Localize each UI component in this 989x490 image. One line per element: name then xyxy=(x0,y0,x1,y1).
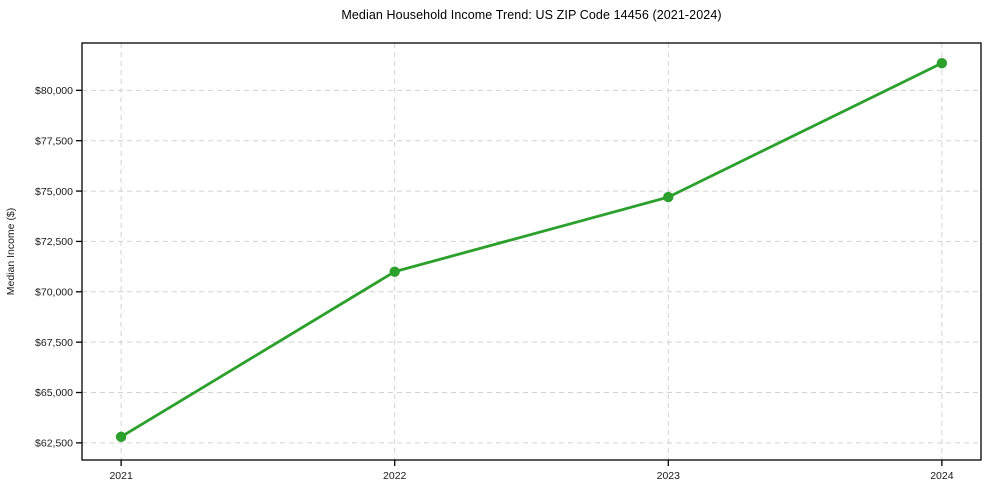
trend-line xyxy=(119,61,944,439)
data-point-2021 xyxy=(115,431,127,443)
y-tick-label: $62,500 xyxy=(35,438,73,450)
y-tick-label: $75,000 xyxy=(35,186,73,198)
y-tick-label: $80,000 xyxy=(35,85,73,97)
y-tick-label: $72,500 xyxy=(35,236,73,248)
x-tick-label: 2022 xyxy=(383,470,407,482)
data-point-2024 xyxy=(936,57,948,69)
y-axis-label: Median Income ($) xyxy=(5,208,17,296)
plot-border xyxy=(81,42,982,461)
y-tick-label: $70,000 xyxy=(35,286,73,298)
plot-generated: $62,500 $65,000 $67,500 $70,000 $72,500 $75,0… xyxy=(35,42,982,482)
y-tick-label: $77,500 xyxy=(35,135,73,147)
x-tick-label: 2023 xyxy=(657,470,681,482)
data-point-2023 xyxy=(663,191,674,203)
x-tick-label: 2021 xyxy=(109,470,133,482)
y-tick-label: $67,500 xyxy=(35,337,73,349)
data-point-2022 xyxy=(389,266,400,277)
y-tick-label: $65,000 xyxy=(35,387,73,399)
chart-title: Median Household Income Trend: US ZIP Co… xyxy=(341,8,722,22)
x-tick-label: 2024 xyxy=(930,470,954,482)
